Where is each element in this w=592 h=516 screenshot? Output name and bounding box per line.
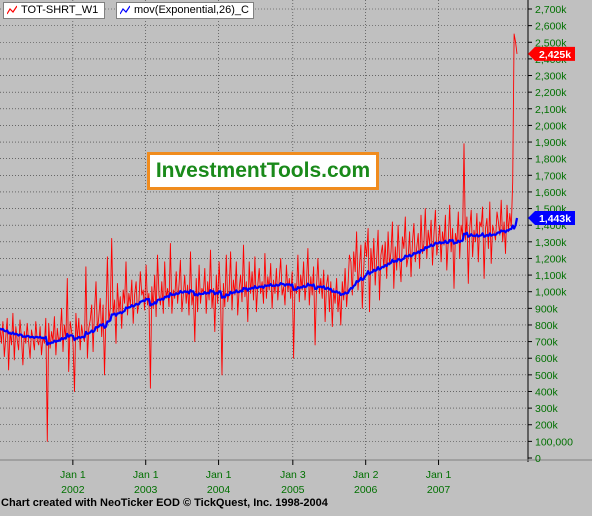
last-value-tags: 2,425k 1,443k (528, 46, 575, 226)
x-axis: Jan 1 2002 Jan 1 2003 Jan 1 2004 Jan 3 2005 Jan … (60, 460, 452, 496)
y-tick-label: 2,700k (535, 4, 567, 16)
x-tick-label-year: 2006 (354, 484, 378, 496)
x-tick-label-month: Jan 1 (133, 469, 159, 481)
x-tick-label-year: 2005 (281, 484, 305, 496)
y-tick-label: 2,200k (535, 87, 567, 99)
last-value-tag-label: 1,443k (539, 213, 571, 225)
x-tick-label-month: Jan 2 (353, 469, 379, 481)
x-tick-label-year: 2002 (61, 484, 85, 496)
y-tick-label: 2,300k (535, 71, 567, 83)
last-value-tag: 2,425k (528, 46, 575, 61)
y-tick-label: 2,100k (535, 104, 567, 116)
y-tick-label: 1,200k (535, 253, 567, 265)
watermark-logo: InvestmentTools.com (147, 152, 379, 190)
x-tick-label-month: Jan 1 (206, 469, 232, 481)
y-tick-label: 900k (535, 303, 559, 315)
series-line-ema (0, 217, 519, 346)
y-tick-label: 2,000k (535, 120, 567, 132)
y-tick-label: 1,100k (535, 270, 567, 282)
y-tick-label: 1,300k (535, 237, 567, 249)
y-tick-label: 1,900k (535, 137, 567, 149)
y-tick-label: 1,600k (535, 187, 567, 199)
legend-label: mov(Exponential,26)_C (134, 4, 249, 16)
legend-item-ema[interactable]: mov(Exponential,26)_C (116, 2, 254, 19)
line-series-icon (120, 5, 130, 15)
y-tick-label: 2,500k (535, 37, 567, 49)
x-tick-label-year: 2007 (427, 484, 451, 496)
y-tick-label: 2,600k (535, 21, 567, 33)
y-tick-label: 800k (535, 320, 559, 332)
y-tick-label: 400k (535, 386, 559, 398)
series-line-tot-shrt (0, 33, 518, 442)
y-tick-label: 700k (535, 337, 559, 349)
y-tick-label: 200k (535, 420, 559, 432)
x-tick-label-month: Jan 1 (60, 469, 86, 481)
y-tick-label: 500k (535, 370, 559, 382)
y-tick-label: 600k (535, 353, 559, 365)
line-series-icon (7, 5, 17, 15)
last-value-tag-bg (528, 46, 575, 61)
legend-item-tot-shrt[interactable]: TOT-SHRT_W1 (3, 2, 105, 19)
last-value-tag-bg (528, 211, 575, 226)
x-tick-label-year: 2004 (207, 484, 231, 496)
y-tick-label: 0 (535, 453, 541, 465)
y-tick-label: 100,000 (535, 436, 573, 448)
legend-label: TOT-SHRT_W1 (21, 4, 99, 16)
chart-credit: Chart created with NeoTicker EOD © TickQ… (1, 497, 328, 509)
x-tick-label-year: 2003 (134, 484, 158, 496)
last-value-tag-label: 2,425k (539, 49, 571, 61)
x-tick-label-month: Jan 1 (426, 469, 452, 481)
y-tick-label: 1,700k (535, 170, 567, 182)
series-layer (0, 33, 519, 442)
y-tick-label: 1,000k (535, 287, 567, 299)
x-tick-label-month: Jan 3 (280, 469, 306, 481)
y-tick-label: 1,800k (535, 154, 567, 166)
y-tick-label: 300k (535, 403, 559, 415)
last-value-tag: 1,443k (528, 211, 575, 226)
